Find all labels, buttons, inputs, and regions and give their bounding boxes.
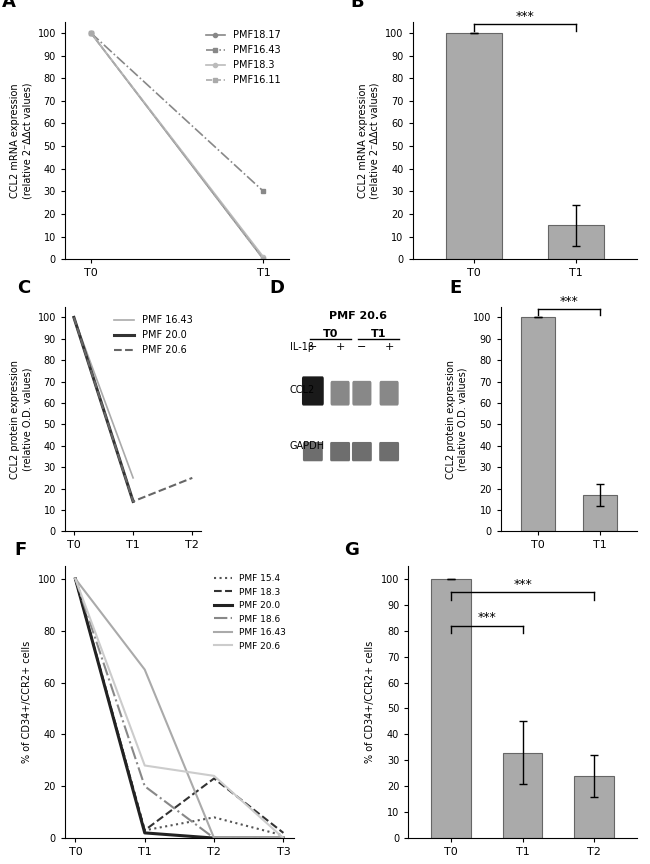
Bar <box>446 33 502 259</box>
Text: C: C <box>18 279 31 297</box>
Text: GAPDH: GAPDH <box>290 441 325 451</box>
Text: ***: *** <box>560 295 578 308</box>
Bar <box>521 317 555 531</box>
FancyBboxPatch shape <box>331 381 350 405</box>
Text: A: A <box>2 0 16 11</box>
Y-axis label: CCL2 mRNA expression
(relative 2⁻ΔΔct values): CCL2 mRNA expression (relative 2⁻ΔΔct va… <box>358 82 380 199</box>
Text: +: + <box>335 342 345 353</box>
Bar <box>503 753 542 838</box>
FancyBboxPatch shape <box>352 442 372 461</box>
Text: F: F <box>15 541 27 559</box>
Y-axis label: % of CD34+/CCR2+ cells: % of CD34+/CCR2+ cells <box>22 641 32 763</box>
Text: B: B <box>350 0 363 11</box>
FancyBboxPatch shape <box>303 442 323 461</box>
FancyBboxPatch shape <box>302 377 324 405</box>
Y-axis label: CCL2 mRNA expression
(relative 2⁻ΔΔct values): CCL2 mRNA expression (relative 2⁻ΔΔct va… <box>10 82 32 199</box>
Text: G: G <box>344 541 359 559</box>
Y-axis label: CCL2 protein expression
(relative O.D. values): CCL2 protein expression (relative O.D. v… <box>447 359 468 479</box>
Bar <box>432 579 471 838</box>
FancyBboxPatch shape <box>352 381 371 405</box>
FancyBboxPatch shape <box>380 381 398 405</box>
Text: E: E <box>449 279 462 297</box>
Text: ***: *** <box>514 577 532 591</box>
Text: T1: T1 <box>370 329 386 340</box>
FancyBboxPatch shape <box>379 442 399 461</box>
Y-axis label: CCL2 protein expression
(relative O.D. values): CCL2 protein expression (relative O.D. v… <box>10 359 32 479</box>
Text: CCL2: CCL2 <box>290 384 315 395</box>
Text: D: D <box>269 279 284 297</box>
Bar <box>575 776 614 838</box>
Text: PMF 20.6: PMF 20.6 <box>329 311 387 321</box>
Bar <box>583 495 617 531</box>
Legend: PMF 15.4, PMF 18.3, PMF 20.0, PMF 18.6, PMF 16.43, PMF 20.6: PMF 15.4, PMF 18.3, PMF 20.0, PMF 18.6, … <box>210 570 289 654</box>
Legend: PMF18.17, PMF16.43, PMF18.3, PMF16.11: PMF18.17, PMF16.43, PMF18.3, PMF16.11 <box>202 27 285 89</box>
Text: IL-1β: IL-1β <box>290 342 314 353</box>
Text: T0: T0 <box>323 329 338 340</box>
FancyBboxPatch shape <box>330 442 350 461</box>
Y-axis label: % of CD34+/CCR2+ cells: % of CD34+/CCR2+ cells <box>365 641 375 763</box>
Text: ***: *** <box>478 611 496 624</box>
Text: −: − <box>358 342 367 353</box>
Text: ***: *** <box>515 10 534 22</box>
Legend: PMF 16.43, PMF 20.0, PMF 20.6: PMF 16.43, PMF 20.0, PMF 20.6 <box>111 312 196 359</box>
Bar <box>548 226 604 259</box>
Text: −: − <box>308 342 318 353</box>
Text: +: + <box>384 342 394 353</box>
